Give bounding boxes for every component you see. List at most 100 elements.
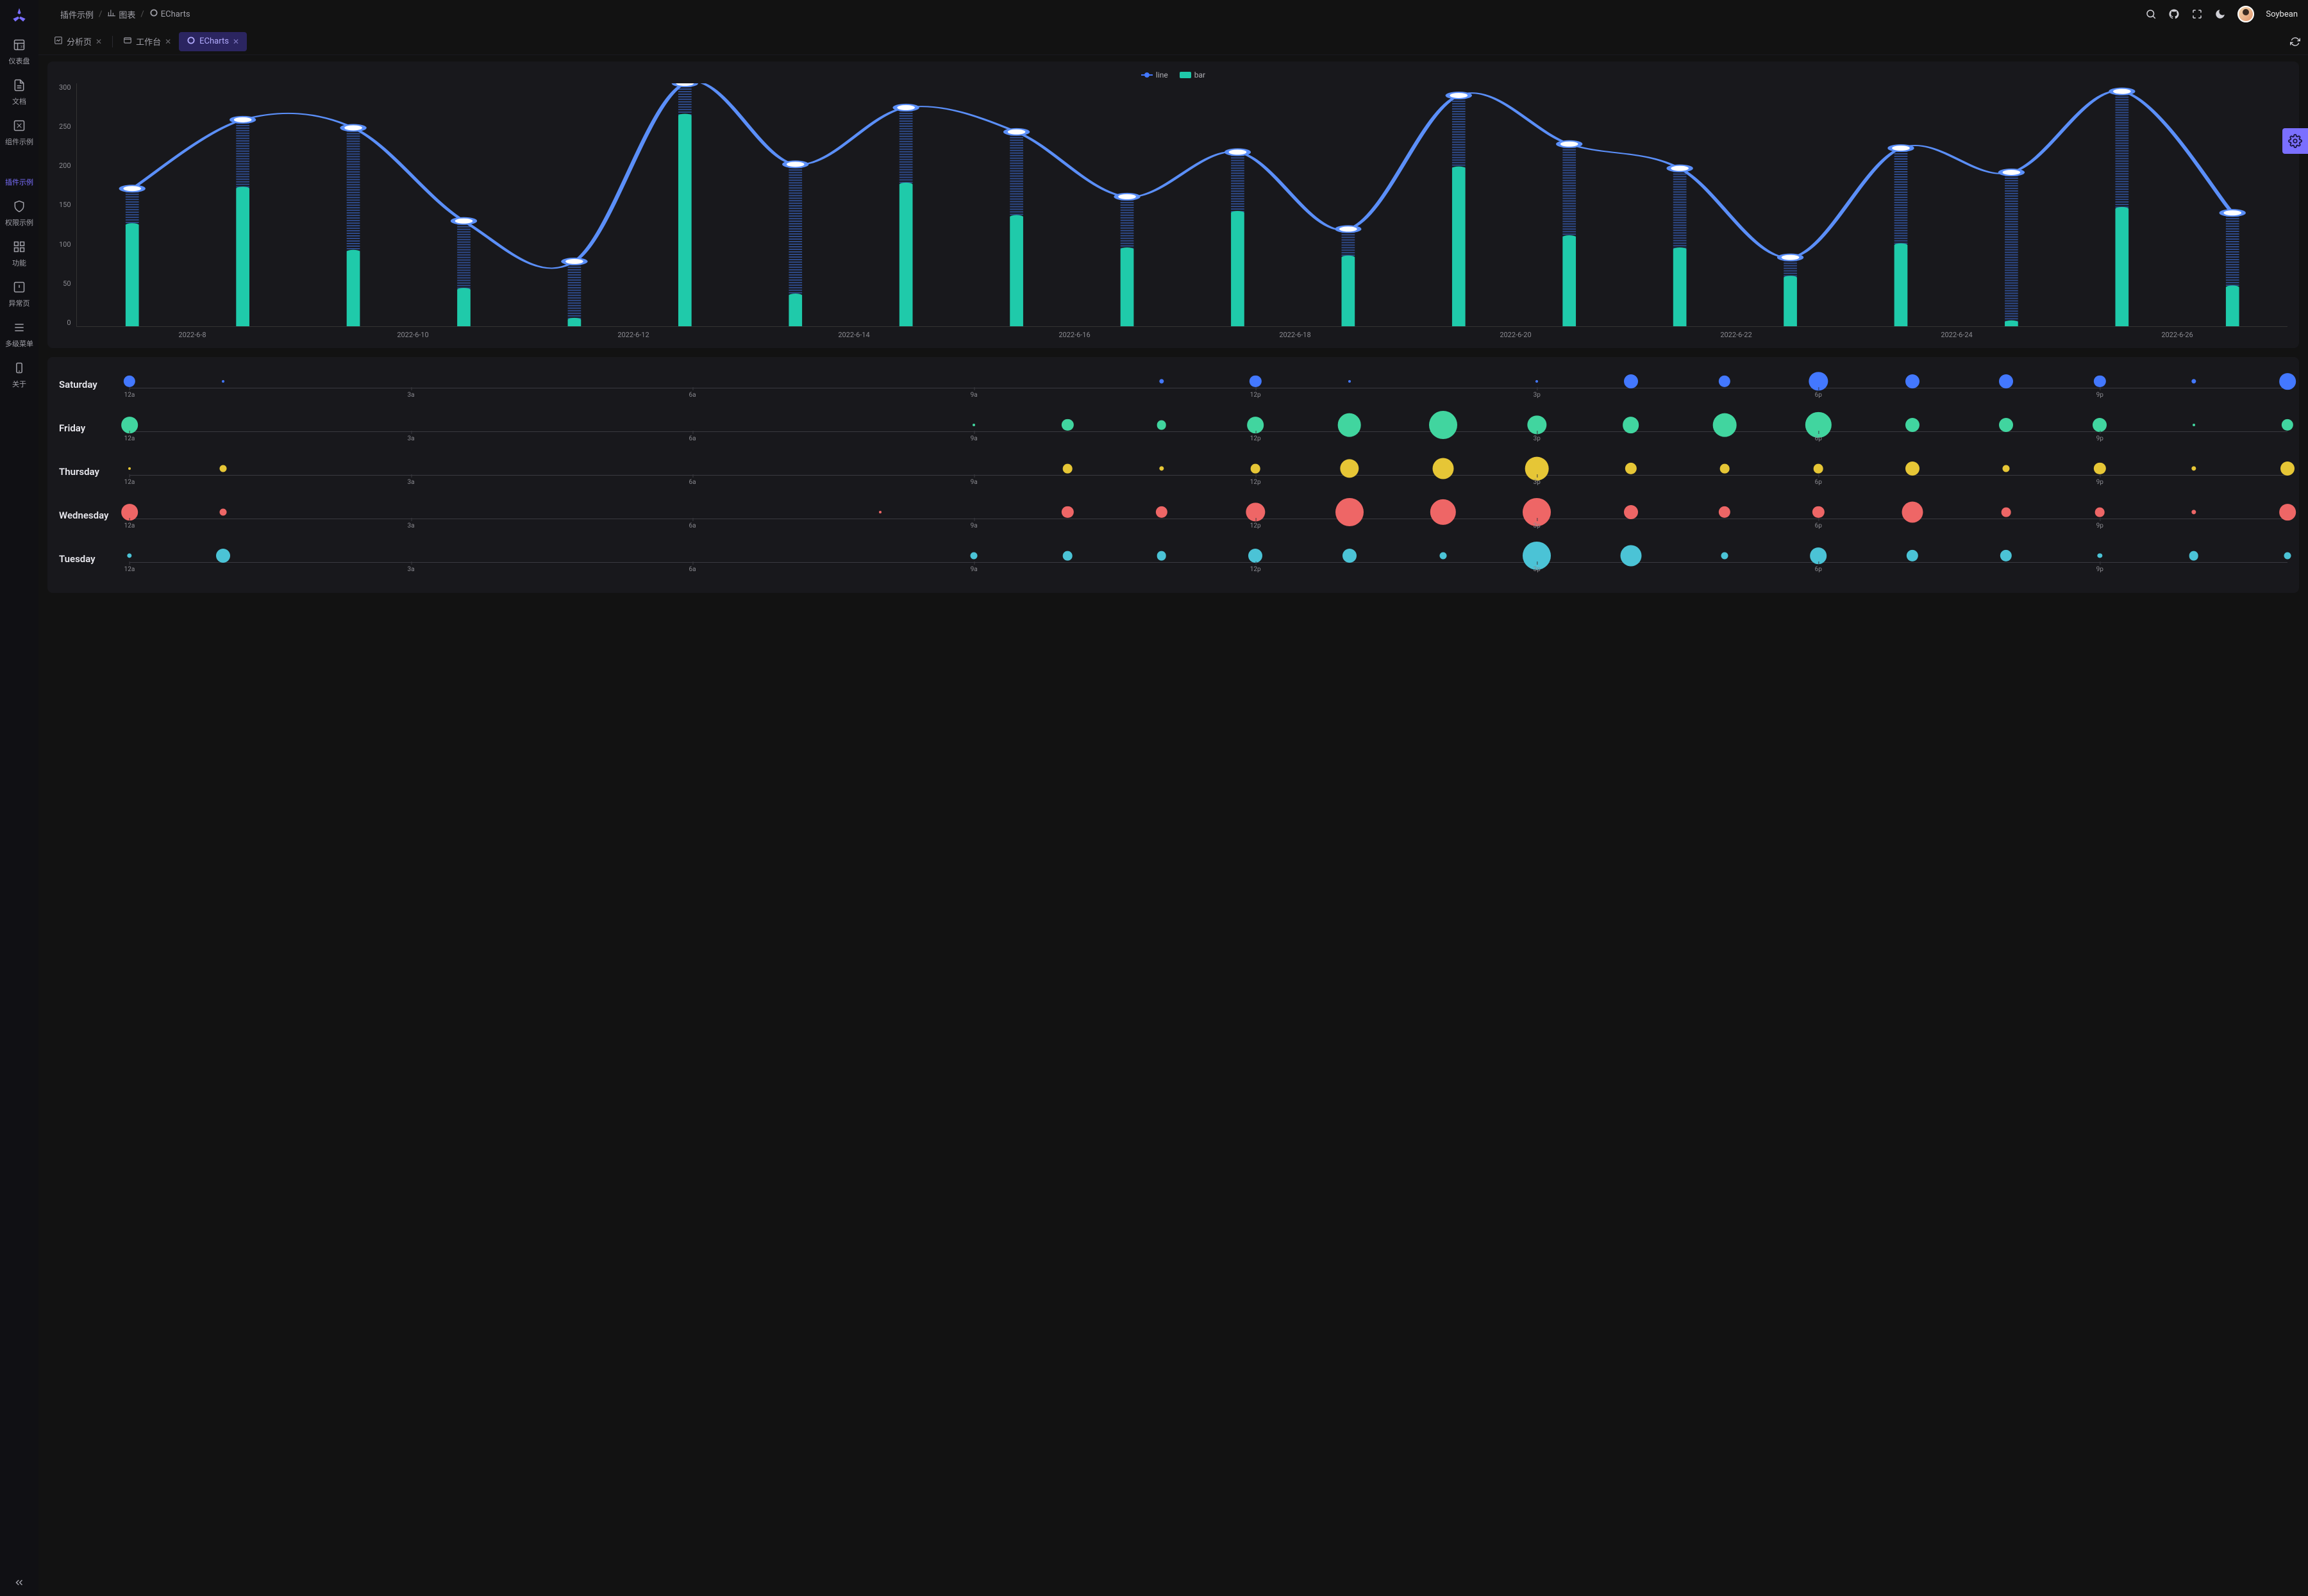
punch-dot[interactable]	[216, 549, 230, 563]
punch-dot[interactable]	[1624, 505, 1638, 519]
app-logo[interactable]	[9, 5, 29, 26]
punch-dot[interactable]	[1159, 379, 1164, 383]
punch-dot[interactable]	[2279, 504, 2296, 520]
sidebar-item-doc[interactable]: 文档	[0, 72, 38, 113]
sidebar-item-dashboard[interactable]: 31仪表盘	[0, 32, 38, 72]
reload-icon[interactable]	[2290, 37, 2300, 47]
punch-dot[interactable]	[1250, 376, 1261, 387]
legend-item-bar[interactable]: bar	[1180, 71, 1205, 79]
punch-dot[interactable]	[2284, 553, 2291, 560]
tab-分析页[interactable]: 分析页✕	[46, 31, 110, 51]
sidebar-item-grid[interactable]: 功能	[0, 234, 38, 274]
punch-dot[interactable]	[2193, 424, 2195, 426]
punch-dot[interactable]	[1430, 499, 1456, 525]
punch-dot[interactable]	[1719, 506, 1730, 518]
punch-dot[interactable]	[1905, 374, 1919, 388]
punch-dot[interactable]	[1156, 506, 1167, 518]
punch-dot[interactable]	[1348, 380, 1351, 383]
fullscreen-icon[interactable]	[2191, 8, 2203, 20]
search-icon[interactable]	[2145, 8, 2157, 20]
punch-dot[interactable]	[1335, 498, 1364, 526]
punch-dot[interactable]	[1623, 417, 1639, 433]
tab-close-icon[interactable]: ✕	[165, 37, 171, 46]
punch-dot[interactable]	[1429, 411, 1457, 439]
punch-dot[interactable]	[1062, 419, 1073, 431]
sidebar-collapse-button[interactable]	[0, 1577, 38, 1588]
tab-close-icon[interactable]: ✕	[96, 37, 102, 46]
punch-dot[interactable]	[222, 380, 224, 383]
punch-dot[interactable]	[2095, 508, 2105, 517]
sidebar-item-tablet[interactable]: 关于	[0, 355, 38, 395]
punch-dot[interactable]	[2189, 551, 2198, 561]
punch-dot[interactable]	[220, 509, 227, 516]
punch-dot[interactable]	[1902, 502, 1923, 523]
punch-dot[interactable]	[1432, 458, 1453, 479]
punch-dot[interactable]	[1812, 506, 1824, 518]
punch-dot[interactable]	[1625, 463, 1636, 474]
punch-dot[interactable]	[879, 511, 882, 513]
punch-dot[interactable]	[2282, 419, 2293, 431]
punch-dot[interactable]	[1905, 461, 1919, 476]
punch-dot[interactable]	[1620, 545, 1641, 567]
legend-item-line[interactable]: line	[1141, 71, 1168, 79]
punch-dot[interactable]	[2191, 379, 2196, 383]
punch-dot[interactable]	[1159, 466, 1164, 470]
sidebar-item-shield[interactable]: 权限示例	[0, 194, 38, 234]
tab-close-icon[interactable]: ✕	[233, 37, 239, 46]
punch-dot[interactable]	[1999, 418, 2013, 432]
punch-dot[interactable]	[128, 467, 131, 470]
punch-dot[interactable]	[1905, 418, 1919, 432]
tab-ECharts[interactable]: ECharts✕	[179, 32, 247, 51]
sidebar-item-warning[interactable]: 异常页	[0, 274, 38, 315]
y-tick-label: 200	[59, 162, 71, 170]
theme-toggle-icon[interactable]	[2214, 8, 2226, 20]
punch-dot[interactable]	[2191, 466, 2196, 470]
punch-dot[interactable]	[1814, 464, 1823, 474]
punch-dot[interactable]	[1157, 420, 1166, 430]
punch-dot[interactable]	[2280, 461, 2295, 476]
ring-icon	[149, 8, 158, 20]
punch-dot[interactable]	[127, 553, 131, 558]
avatar[interactable]	[2237, 6, 2254, 22]
punch-dot[interactable]	[1337, 413, 1361, 437]
punch-dot[interactable]	[1439, 553, 1446, 560]
tab-工作台[interactable]: 工作台✕	[115, 31, 179, 51]
punch-dot[interactable]	[2002, 465, 2009, 472]
punch-dot[interactable]	[1624, 374, 1638, 388]
punch-dot[interactable]	[1063, 464, 1073, 474]
punch-dot[interactable]	[1999, 374, 2013, 388]
punch-dot[interactable]	[1720, 464, 1730, 474]
punch-dot[interactable]	[2098, 553, 2102, 558]
punch-dot[interactable]	[1535, 380, 1538, 383]
punch-dot[interactable]	[1063, 551, 1073, 561]
punch-dot[interactable]	[2002, 508, 2011, 517]
punch-dot[interactable]	[2191, 510, 2196, 514]
punch-dot[interactable]	[1340, 459, 1359, 478]
punch-dot[interactable]	[1251, 464, 1260, 474]
punch-dot[interactable]	[1342, 549, 1357, 563]
punch-dot[interactable]	[973, 424, 975, 426]
punch-dot[interactable]	[1721, 553, 1728, 560]
punch-dot[interactable]	[1805, 412, 1831, 438]
punch-dot[interactable]	[2279, 373, 2296, 390]
punch-dot[interactable]	[1906, 550, 1918, 561]
username[interactable]: Soybean	[2266, 10, 2298, 19]
punch-dot[interactable]	[1248, 549, 1262, 563]
sidebar-item-puzzle[interactable]: 插件示例	[0, 153, 38, 194]
punch-dot[interactable]	[2000, 550, 2012, 561]
sidebar-item-component[interactable]: 组件示例	[0, 113, 38, 153]
punch-dot[interactable]	[124, 376, 135, 387]
punch-dot[interactable]	[1062, 506, 1073, 518]
punch-dot[interactable]	[971, 553, 978, 560]
y-tick-label: 100	[59, 240, 71, 249]
punch-dot[interactable]	[2094, 463, 2105, 474]
punch-dot[interactable]	[1719, 376, 1730, 387]
punch-track: 12a3a6a9a12p3p6p9p	[130, 540, 2287, 574]
sidebar-item-menu[interactable]: 多级菜单	[0, 315, 38, 355]
punch-dot[interactable]	[1713, 413, 1737, 437]
punch-dot[interactable]	[2094, 376, 2105, 387]
punch-dot[interactable]	[220, 465, 227, 472]
github-icon[interactable]	[2168, 8, 2180, 20]
punch-dot[interactable]	[1157, 551, 1166, 561]
punch-dot[interactable]	[2093, 418, 2107, 432]
